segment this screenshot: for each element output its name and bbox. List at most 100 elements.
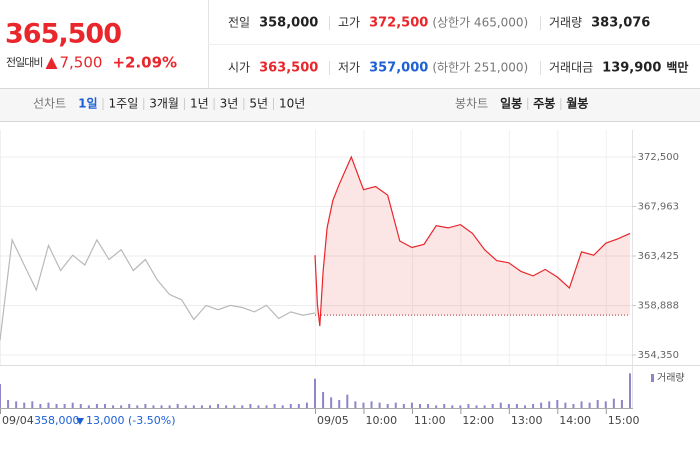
candle-tab[interactable]: 주봉 xyxy=(533,97,555,111)
summary-label: 거래량 xyxy=(549,16,582,30)
volume-bar xyxy=(386,404,389,408)
volume-bar xyxy=(289,404,292,408)
volume-bar xyxy=(63,404,66,408)
summary-label: 고가 xyxy=(338,16,360,30)
volume-bar xyxy=(596,400,599,408)
price-line xyxy=(314,155,631,327)
volume-bar xyxy=(402,404,405,408)
volume-bar xyxy=(467,404,470,408)
volume-bar xyxy=(23,402,26,408)
volume-bar xyxy=(354,401,357,408)
volume-bar xyxy=(394,402,397,408)
volume-bar xyxy=(47,402,50,408)
x-tick-label: 09/05 xyxy=(317,414,349,427)
period-tab[interactable]: 1년 xyxy=(190,97,209,111)
volume-bar xyxy=(532,404,535,408)
volume-bar xyxy=(136,405,139,408)
volume-bar xyxy=(499,402,502,408)
summary-note: (하한가 251,000) xyxy=(432,61,528,75)
x-tick-label: 12:00 xyxy=(462,414,494,427)
volume-bar xyxy=(507,404,510,408)
prev-close: 358,000 xyxy=(34,414,80,427)
x-tick-label: 09/04 xyxy=(2,414,34,427)
current-price: 365,500 xyxy=(5,19,121,50)
volume-bar xyxy=(225,405,228,408)
tab-bar xyxy=(0,89,700,121)
period-tab[interactable]: 5년 xyxy=(249,97,268,111)
y-tick-label: 372,500 xyxy=(638,152,679,163)
volume-bar xyxy=(281,405,284,408)
volume-label: 거래량 xyxy=(657,372,685,384)
change-label: 전일대비 xyxy=(6,55,42,69)
volume-bar xyxy=(330,397,333,408)
volume-bar xyxy=(71,402,74,408)
volume-bar xyxy=(39,404,42,408)
summary-value: 383,076 xyxy=(591,16,650,31)
volume-bar xyxy=(572,404,575,408)
y-tick-label: 354,350 xyxy=(638,350,679,361)
volume-bar xyxy=(0,384,1,408)
volume-bar xyxy=(7,400,10,408)
volume-bar xyxy=(580,401,583,408)
tab-label: 봉차트 xyxy=(455,97,488,111)
tab-label: 선차트 xyxy=(33,97,66,111)
x-tick-label: 13:00 xyxy=(511,414,543,427)
volume-bar xyxy=(604,401,607,408)
volume-bar xyxy=(192,405,195,408)
volume-bar xyxy=(314,378,316,408)
change-rate: +2.09% xyxy=(112,54,177,72)
summary-value: 357,000 xyxy=(369,61,428,76)
period-tab[interactable]: 1주일 xyxy=(109,97,139,111)
period-tab[interactable]: 10년 xyxy=(279,97,305,111)
volume-bar xyxy=(104,404,106,408)
volume-bar xyxy=(257,405,260,408)
volume-bar xyxy=(55,404,58,408)
volume-bar xyxy=(629,373,631,408)
volume-bar xyxy=(160,405,163,408)
x-tick-label: 15:00 xyxy=(608,414,640,427)
period-tab[interactable]: 3개월 xyxy=(149,97,179,111)
period-tab[interactable]: 1일 xyxy=(78,97,97,111)
volume-bar xyxy=(419,404,421,408)
volume-bar xyxy=(443,404,446,408)
up-arrow-icon xyxy=(45,57,58,69)
volume-bar xyxy=(200,405,203,408)
y-tick-label: 367,963 xyxy=(638,201,679,212)
volume-bar xyxy=(540,402,543,408)
volume-bar xyxy=(588,402,591,408)
volume-bar xyxy=(620,400,623,408)
volume-bar xyxy=(548,401,551,408)
legend-swatch xyxy=(651,374,654,382)
volume-bar xyxy=(128,404,131,408)
volume-bar xyxy=(427,404,430,408)
volume-bar xyxy=(31,401,34,408)
volume-bar xyxy=(612,398,615,408)
price-area xyxy=(315,157,630,327)
volume-bar xyxy=(435,405,438,408)
volume-bar xyxy=(87,405,90,408)
summary-unit: 백만 xyxy=(666,60,688,75)
volume-bar xyxy=(297,404,300,408)
volume-bar xyxy=(483,405,486,408)
summary-value: 139,900 xyxy=(602,61,661,76)
volume-bar xyxy=(475,405,478,408)
x-tick-label: 14:00 xyxy=(559,414,591,427)
volume-bar xyxy=(112,405,115,408)
period-tab[interactable]: 3년 xyxy=(220,97,239,111)
volume-bar xyxy=(120,405,123,408)
volume-bar xyxy=(459,405,462,408)
volume-bar xyxy=(564,402,567,408)
candle-tab[interactable]: 일봉 xyxy=(500,97,522,111)
summary-note: (상한가 465,000) xyxy=(432,16,528,30)
candle-tab[interactable]: 월봉 xyxy=(566,96,588,111)
summary-label: 거래대금 xyxy=(549,61,593,75)
volume-bar xyxy=(176,404,179,408)
volume-bar xyxy=(79,404,82,408)
volume-bar xyxy=(556,400,559,408)
volume-bar xyxy=(370,401,373,408)
volume-bar xyxy=(95,404,98,408)
volume-bar xyxy=(362,402,365,408)
down-arrow-icon xyxy=(76,418,84,425)
